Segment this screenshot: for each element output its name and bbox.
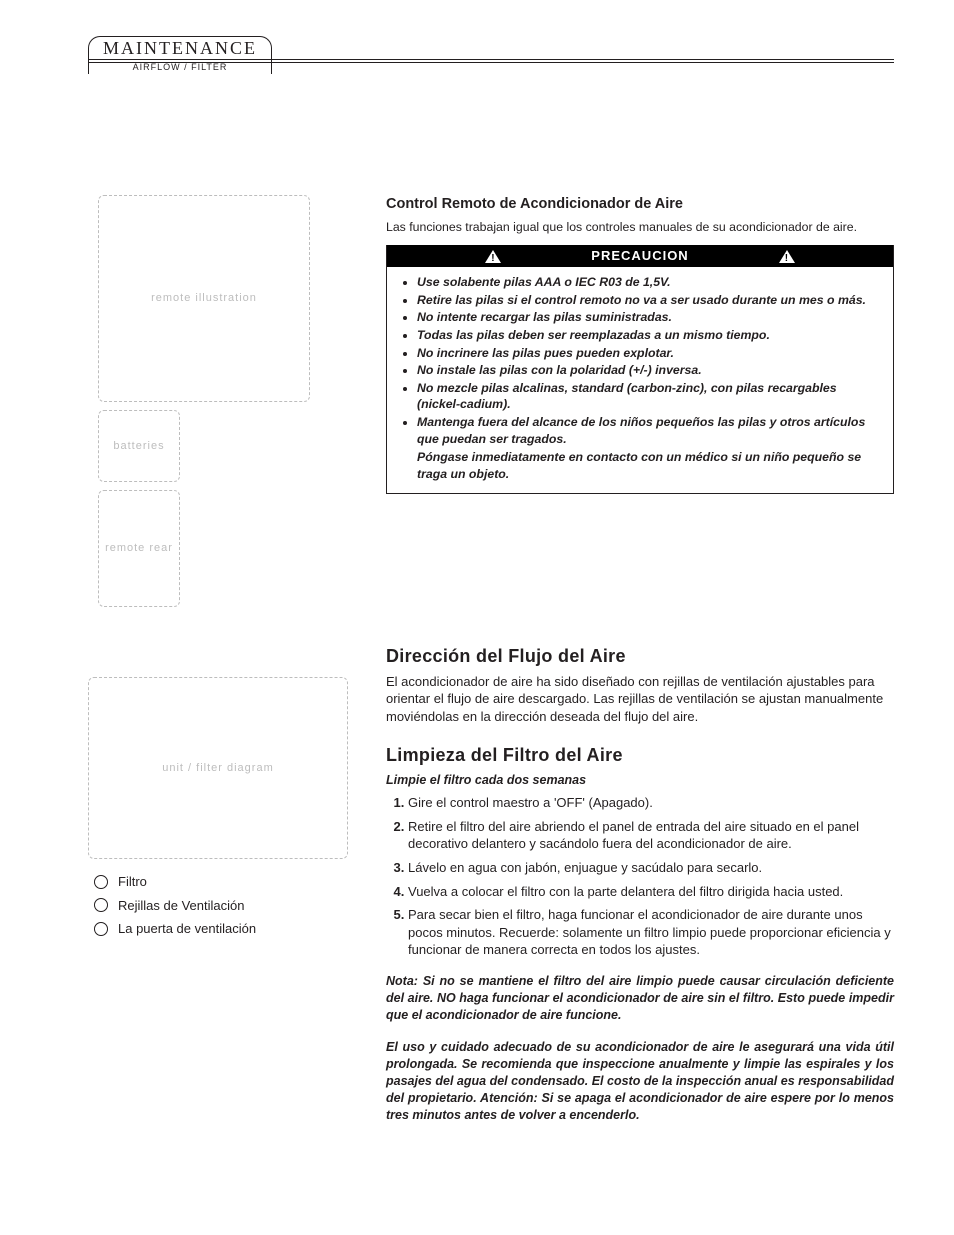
filter-note-1: Nota: Si no se mantiene el filtro del ai… (386, 973, 894, 1024)
legend-label: Filtro (118, 873, 147, 891)
legend-label: Rejillas de Ventilación (118, 897, 244, 915)
filter-note-2: El uso y cuidado adecuado de su acondici… (386, 1039, 894, 1123)
filter-step: Gire el control maestro a 'OFF' (Apagado… (408, 794, 894, 812)
legend-marker-icon (94, 922, 108, 936)
filter-heading: Limpieza del Filtro del Aire (386, 743, 894, 767)
right-column: Control Remoto de Acondicionador de Aire… (386, 195, 894, 1195)
header-rule-2 (88, 62, 894, 63)
caution-item-subtext: Póngase inmediatamente en contacto con u… (417, 449, 881, 482)
figure-remote-front-back: remote illustration (98, 195, 310, 402)
header-tab: MAINTENANCE AIRFLOW / FILTER (88, 36, 272, 74)
warning-triangle-icon (485, 250, 501, 263)
figure-batteries: batteries (98, 410, 180, 482)
left-column: remote illustration batteries remote rea… (88, 195, 358, 1195)
page: MAINTENANCE AIRFLOW / FILTER remote illu… (0, 0, 954, 1235)
filter-step: Para secar bien el filtro, haga funciona… (408, 906, 894, 959)
caution-item: Mantenga fuera del alcance de los niños … (417, 414, 881, 482)
filter-step: Lávelo en agua con jabón, enjuague y sac… (408, 859, 894, 877)
header-rule (88, 59, 894, 60)
header-tab-title: MAINTENANCE (103, 39, 257, 57)
figure-remote-rear: remote rear (98, 490, 180, 607)
caution-header: PRECAUCION ´ (387, 245, 893, 267)
airflow-paragraph: El acondicionador de aire ha sido diseña… (386, 673, 894, 726)
filter-step: Retire el filtro del aire abriendo el pa… (408, 818, 894, 853)
caution-body: Use solabente pilas AAA o IEC R03 de 1,5… (387, 267, 893, 493)
legend-row-3: La puerta de ventilación (94, 920, 358, 938)
caution-item: No intente recargar las pilas suministra… (417, 309, 881, 326)
caution-item: Use solabente pilas AAA o IEC R03 de 1,5… (417, 274, 881, 291)
filter-step: Vuelva a colocar el filtro con la parte … (408, 883, 894, 901)
caution-item: No instale las pilas con la polaridad (+… (417, 362, 881, 379)
warning-triangle-icon (779, 250, 795, 263)
caution-item-text: Mantenga fuera del alcance de los niños … (417, 415, 865, 446)
caution-item: No mezcle pilas alcalinas, standard (car… (417, 380, 881, 413)
figure-unit-filter: unit / filter diagram (88, 677, 348, 859)
remote-heading: Control Remoto de Acondicionador de Aire (386, 195, 894, 215)
caution-item: Todas las pilas deben ser reemplazadas a… (417, 327, 881, 344)
filter-subheading: Limpie el filtro cada dos semanas (386, 772, 894, 789)
caution-box: PRECAUCION ´ Use solabente pilas AAA o I… (386, 245, 894, 494)
accent-mark: ´ (702, 239, 707, 254)
legend-row-1: Filtro (94, 873, 358, 891)
legend-marker-icon (94, 875, 108, 889)
legend: Filtro Rejillas de Ventilación La puerta… (94, 873, 358, 938)
legend-marker-icon (94, 898, 108, 912)
legend-label: La puerta de ventilación (118, 920, 256, 938)
caution-title: PRECAUCION (591, 247, 688, 265)
legend-row-2: Rejillas de Ventilación (94, 897, 358, 915)
airflow-heading: Dirección del Flujo del Aire (386, 644, 894, 668)
remote-intro: Las funciones trabajan igual que los con… (386, 219, 894, 236)
caution-item: No incrinere las pilas pues pueden explo… (417, 345, 881, 362)
filter-steps: Gire el control maestro a 'OFF' (Apagado… (386, 794, 894, 958)
caution-item: Retire las pilas si el control remoto no… (417, 292, 881, 309)
